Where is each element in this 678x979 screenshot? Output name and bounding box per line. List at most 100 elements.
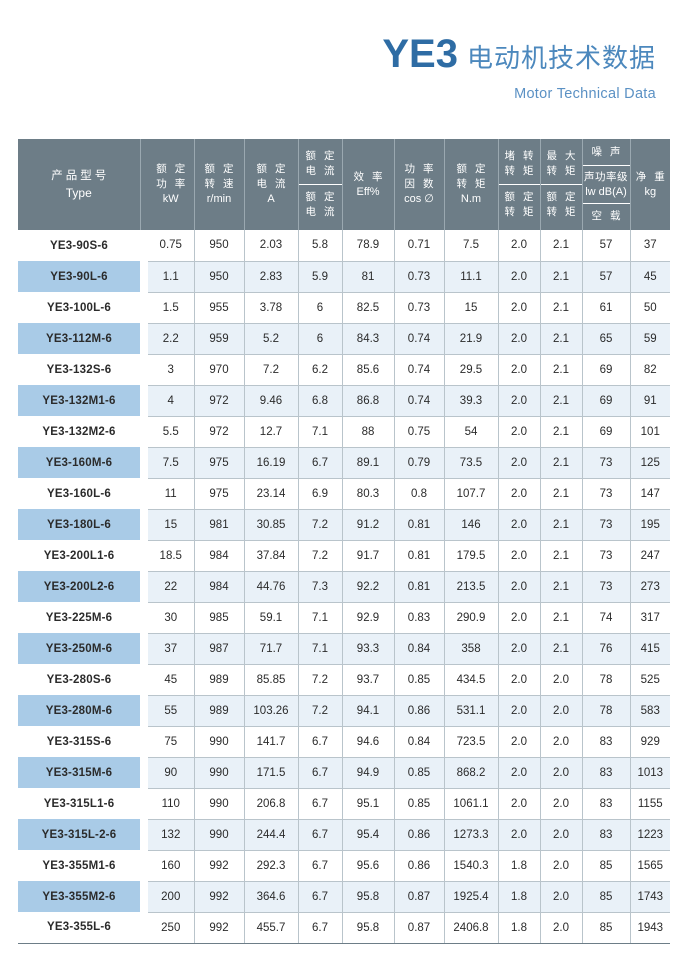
header-noise-bot: 空 载 [583, 204, 630, 230]
cell-noise: 65 [582, 323, 631, 355]
header-noise: 噪 声 声功率级 lw dB(A) 空 载 [582, 139, 631, 230]
cell-locked-rotor-torque: 1.8 [498, 850, 541, 882]
cell-max-torque: 2.1 [540, 540, 583, 572]
cell-locked-rotor-torque: 2.0 [498, 447, 541, 479]
header-locked-rotor-torque: 堵 转 转 矩 额 定 转 矩 [498, 139, 541, 230]
cell-noise: 73 [582, 540, 631, 572]
cell-noise: 85 [582, 912, 631, 944]
cell-power-factor: 0.71 [394, 230, 445, 262]
table-row[interactable]: YE3-355L-6 250 992 455.7 6.7 95.8 0.87 2406.8 1.… [18, 912, 670, 944]
cell-current-ratio: 6.7 [298, 788, 343, 820]
cell-rated-current: 141.7 [244, 726, 299, 758]
cell-rated-torque: 1540.3 [444, 850, 499, 882]
table-row[interactable]: YE3-315S-6 75 990 141.7 6.7 94.6 0.84 723.5 2.0 2… [18, 726, 670, 758]
header-noise-bot-label: 空 载 [591, 210, 623, 222]
cell-rated-current: 244.4 [244, 819, 299, 851]
cell-type: YE3-160M-6 [18, 447, 140, 478]
cell-type: YE3-132M2-6 [18, 416, 140, 447]
table-row[interactable]: YE3-160L-6 11 975 23.14 6.9 80.3 0.8 107.7 2.0 2.… [18, 478, 670, 510]
table-row[interactable]: YE3-132M2-6 5.5 972 12.7 7.1 88 0.75 54 2.0 2.1 69… [18, 416, 670, 448]
cell-efficiency: 85.6 [342, 354, 395, 386]
cell-net-weight: 50 [630, 292, 670, 324]
cell-max-torque: 2.0 [540, 881, 583, 913]
table-row[interactable]: YE3-90L-6 1.1 950 2.83 5.9 81 0.73 11.1 2.0 2.1 57… [18, 261, 670, 293]
cell-power-factor: 0.85 [394, 788, 445, 820]
header-current-ratio-bot2: 电 流 [305, 206, 337, 218]
table-row[interactable]: YE3-250M-6 37 987 71.7 7.1 93.3 0.84 358 2.0 2.1 7… [18, 633, 670, 665]
cell-type: YE3-280S-6 [18, 664, 140, 695]
cell-rated-power: 4 [148, 385, 195, 417]
cell-net-weight: 273 [630, 571, 670, 603]
cell-locked-rotor-torque: 1.8 [498, 881, 541, 913]
cell-efficiency: 82.5 [342, 292, 395, 324]
cell-max-torque: 2.0 [540, 664, 583, 696]
table-row[interactable]: YE3-200L1-6 18.5 984 37.84 7.2 91.7 0.81 179.5 2… [18, 540, 670, 572]
cell-rated-torque: 1925.4 [444, 881, 499, 913]
table-row[interactable]: YE3-280M-6 55 989 103.26 7.2 94.1 0.86 531.1 2.0… [18, 695, 670, 727]
header-current-ratio-bot: 额 定 电 流 [299, 185, 342, 226]
motor-data-table: 产品型号 Type 额 定 功 率 kW 额 定 转 速 r/min [18, 139, 670, 944]
table-row[interactable]: YE3-132S-6 3 970 7.2 6.2 85.6 0.74 29.5 2.0 2.1 69… [18, 354, 670, 386]
table-row[interactable]: YE3-315L1-6 110 990 206.8 6.7 95.1 0.85 1061.1 2… [18, 788, 670, 820]
table-row[interactable]: YE3-180L-6 15 981 30.85 7.2 91.2 0.81 146 2.0 2.1… [18, 509, 670, 541]
cell-spacer [140, 509, 148, 540]
cell-rated-current: 44.76 [244, 571, 299, 603]
cell-power-factor: 0.84 [394, 633, 445, 665]
cell-locked-rotor-torque: 2.0 [498, 664, 541, 696]
cell-locked-rotor-torque: 2.0 [498, 292, 541, 324]
header-current-ratio-stack: 额 定 电 流 额 定 电 流 [298, 143, 342, 226]
cell-power-factor: 0.73 [394, 292, 445, 324]
cell-rated-power: 5.5 [148, 416, 195, 448]
cell-current-ratio: 7.2 [298, 664, 343, 696]
cell-type: YE3-200L1-6 [18, 540, 140, 571]
table-row[interactable]: YE3-90S-6 0.75 950 2.03 5.8 78.9 0.71 7.5 2.0 2.1… [18, 230, 670, 262]
cell-max-torque: 2.1 [540, 230, 583, 262]
cell-net-weight: 1013 [630, 757, 670, 789]
table-row[interactable]: YE3-280S-6 45 989 85.85 7.2 93.7 0.85 434.5 2.0 2… [18, 664, 670, 696]
cell-noise: 83 [582, 788, 631, 820]
cell-rated-speed: 984 [194, 540, 245, 572]
cell-rated-speed: 984 [194, 571, 245, 603]
cell-noise: 73 [582, 447, 631, 479]
header-current-ratio-top2: 电 流 [305, 165, 337, 177]
header-locked-torque-top2: 转 矩 [504, 165, 536, 177]
table-row[interactable]: YE3-112M-6 2.2 959 5.2 6 84.3 0.74 21.9 2.0 2.1 65… [18, 323, 670, 355]
header-max-torque-bot1: 额 定 [546, 191, 578, 203]
cell-power-factor: 0.84 [394, 726, 445, 758]
table-row[interactable]: YE3-200L2-6 22 984 44.76 7.3 92.2 0.81 213.5 2.0… [18, 571, 670, 603]
header-rated-power-cn1: 额 定 [156, 163, 188, 175]
cell-type: YE3-250M-6 [18, 633, 140, 664]
cell-power-factor: 0.87 [394, 881, 445, 913]
cell-rated-current: 71.7 [244, 633, 299, 665]
cell-efficiency: 95.6 [342, 850, 395, 882]
header-noise-mid1: 声功率级 [584, 171, 628, 183]
table-row[interactable]: YE3-315L-2-6 132 990 244.4 6.7 95.4 0.86 1273.3… [18, 819, 670, 851]
table-row[interactable]: YE3-132M1-6 4 972 9.46 6.8 86.8 0.74 39.3 2.0 2.1… [18, 385, 670, 417]
cell-power-factor: 0.8 [394, 478, 445, 510]
table-row[interactable]: YE3-355M2-6 200 992 364.6 6.7 95.8 0.87 1925.4 1… [18, 881, 670, 913]
cell-locked-rotor-torque: 2.0 [498, 571, 541, 603]
cell-efficiency: 89.1 [342, 447, 395, 479]
header-rated-torque-unit: N.m [460, 193, 482, 205]
cell-spacer [140, 230, 148, 261]
cell-rated-speed: 987 [194, 633, 245, 665]
cell-locked-rotor-torque: 2.0 [498, 385, 541, 417]
table-row[interactable]: YE3-160M-6 7.5 975 16.19 6.7 89.1 0.79 73.5 2.0 2… [18, 447, 670, 479]
cell-spacer [140, 354, 148, 385]
cell-max-torque: 2.0 [540, 912, 583, 944]
cell-locked-rotor-torque: 2.0 [498, 726, 541, 758]
cell-rated-current: 2.83 [244, 261, 299, 293]
cell-rated-speed: 975 [194, 478, 245, 510]
table-row[interactable]: YE3-355M1-6 160 992 292.3 6.7 95.6 0.86 1540.3 1… [18, 850, 670, 882]
cell-rated-current: 364.6 [244, 881, 299, 913]
cell-type: YE3-225M-6 [18, 602, 140, 633]
table-row[interactable]: YE3-315M-6 90 990 171.5 6.7 94.9 0.85 868.2 2.0 2… [18, 757, 670, 789]
cell-locked-rotor-torque: 2.0 [498, 695, 541, 727]
table-row[interactable]: YE3-225M-6 30 985 59.1 7.1 92.9 0.83 290.9 2.0 2.… [18, 602, 670, 634]
header-current-ratio-bot1: 额 定 [305, 191, 337, 203]
table-row[interactable]: YE3-100L-6 1.5 955 3.78 6 82.5 0.73 15 2.0 2.1 61 5… [18, 292, 670, 324]
cell-efficiency: 95.8 [342, 912, 395, 944]
cell-net-weight: 1155 [630, 788, 670, 820]
cell-rated-speed: 975 [194, 447, 245, 479]
cell-net-weight: 247 [630, 540, 670, 572]
